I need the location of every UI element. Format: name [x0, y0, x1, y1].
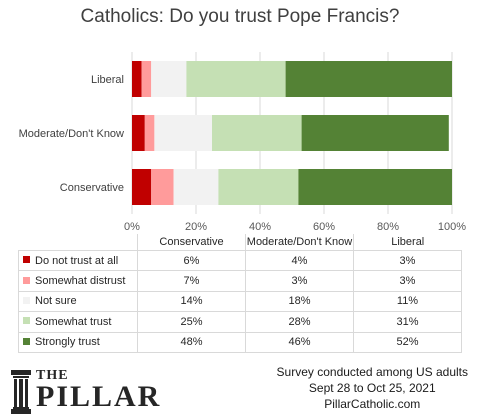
column-header: Moderate/Don't Know [245, 234, 354, 251]
bar-segment [218, 169, 299, 205]
bar-segment [301, 115, 449, 151]
bar-segment [285, 61, 452, 97]
bar-segment [141, 61, 152, 97]
bar-segment [132, 61, 142, 97]
logo-the-text: THE [36, 368, 69, 383]
bars [132, 61, 452, 205]
stacked-bar-chart: Liberal Moderate/Don't Know Conservative 0… [19, 52, 466, 233]
row-label-text: Somewhat trust [35, 315, 112, 328]
bar-segment [151, 169, 174, 205]
row-label-text: Somewhat distrust [35, 275, 126, 288]
row-label-text: Strongly trust [35, 336, 100, 349]
footer-line: Sept 28 to Oct 25, 2021 [308, 381, 436, 395]
logo-name-text: PILLAR [36, 380, 162, 413]
table-cell: 52% [353, 331, 462, 353]
x-tick-label: 40% [249, 221, 271, 233]
category-label: Moderate/Don't Know [19, 128, 124, 140]
x-tick-label: 60% [313, 221, 335, 233]
x-tick-label: 80% [377, 221, 399, 233]
bar-segment [132, 115, 145, 151]
table-row: Strongly trust 48% 46% 52% [18, 331, 462, 353]
data-table: Conservative Moderate/Don't Know Liberal… [18, 234, 462, 353]
table-cell: 18% [245, 290, 354, 312]
row-label: Strongly trust [18, 331, 138, 353]
legend-swatch [23, 256, 30, 264]
bar-segment [154, 115, 212, 151]
table-header-row: Conservative Moderate/Don't Know Liberal [19, 234, 462, 251]
table-cell: 4% [245, 249, 354, 271]
x-tick-labels: 0% 20% 40% 60% 80% 100% [124, 221, 466, 233]
table-cell: 14% [137, 290, 246, 312]
row-label: Somewhat distrust [18, 270, 138, 292]
table-cell: 48% [137, 331, 246, 353]
row-label: Somewhat trust [18, 311, 138, 333]
legend-swatch [23, 337, 30, 345]
table-cell: 11% [353, 290, 462, 312]
x-tick-label: 0% [124, 221, 140, 233]
table-cell: 28% [245, 311, 354, 333]
row-label-text: Do not trust at all [35, 254, 119, 267]
category-labels: Liberal Moderate/Don't Know Conservative [19, 74, 124, 194]
row-label: Do not trust at all [18, 249, 138, 271]
x-tick-label: 20% [185, 221, 207, 233]
row-label-text: Not sure [35, 295, 77, 308]
table-row: Not sure 14% 18% 11% [18, 290, 462, 312]
bar-segment [151, 61, 187, 97]
footer-line: PillarCatholic.com [324, 397, 421, 411]
category-label: Liberal [91, 74, 124, 86]
table-row: Do not trust at all 6% 4% 3% [18, 249, 462, 271]
pillar-logo: THE PILLAR [10, 368, 170, 414]
table-cell: 3% [245, 270, 354, 292]
category-label: Conservative [60, 182, 124, 194]
legend-swatch [23, 276, 30, 284]
table-cell: 3% [353, 270, 462, 292]
row-label: Not sure [18, 290, 138, 312]
pillar-column-icon [11, 370, 31, 414]
table-cell: 46% [245, 331, 354, 353]
bar-segment [132, 169, 152, 205]
table-row: Somewhat distrust 7% 3% 3% [18, 270, 462, 292]
bar-segment [173, 169, 219, 205]
column-header: Liberal [353, 234, 462, 251]
table-row: Somewhat trust 25% 28% 31% [18, 311, 462, 333]
footer-note: Survey conducted among US adults Sept 28… [277, 364, 468, 412]
bar-segment [298, 169, 452, 205]
table-cell: 6% [137, 249, 246, 271]
x-tick-label: 100% [438, 221, 466, 233]
bar-segment [212, 115, 302, 151]
bar-segment [186, 61, 286, 97]
chart-title: Catholics: Do you trust Pope Francis? [80, 6, 400, 27]
footer-line: Survey conducted among US adults [276, 365, 468, 379]
legend-swatch [23, 317, 30, 325]
column-header: Conservative [137, 234, 246, 251]
table-corner [19, 234, 138, 251]
table-cell: 3% [353, 249, 462, 271]
table-cell: 25% [137, 311, 246, 333]
legend-swatch [23, 297, 30, 305]
table-cell: 31% [353, 311, 462, 333]
table-cell: 7% [137, 270, 246, 292]
bar-segment [144, 115, 155, 151]
